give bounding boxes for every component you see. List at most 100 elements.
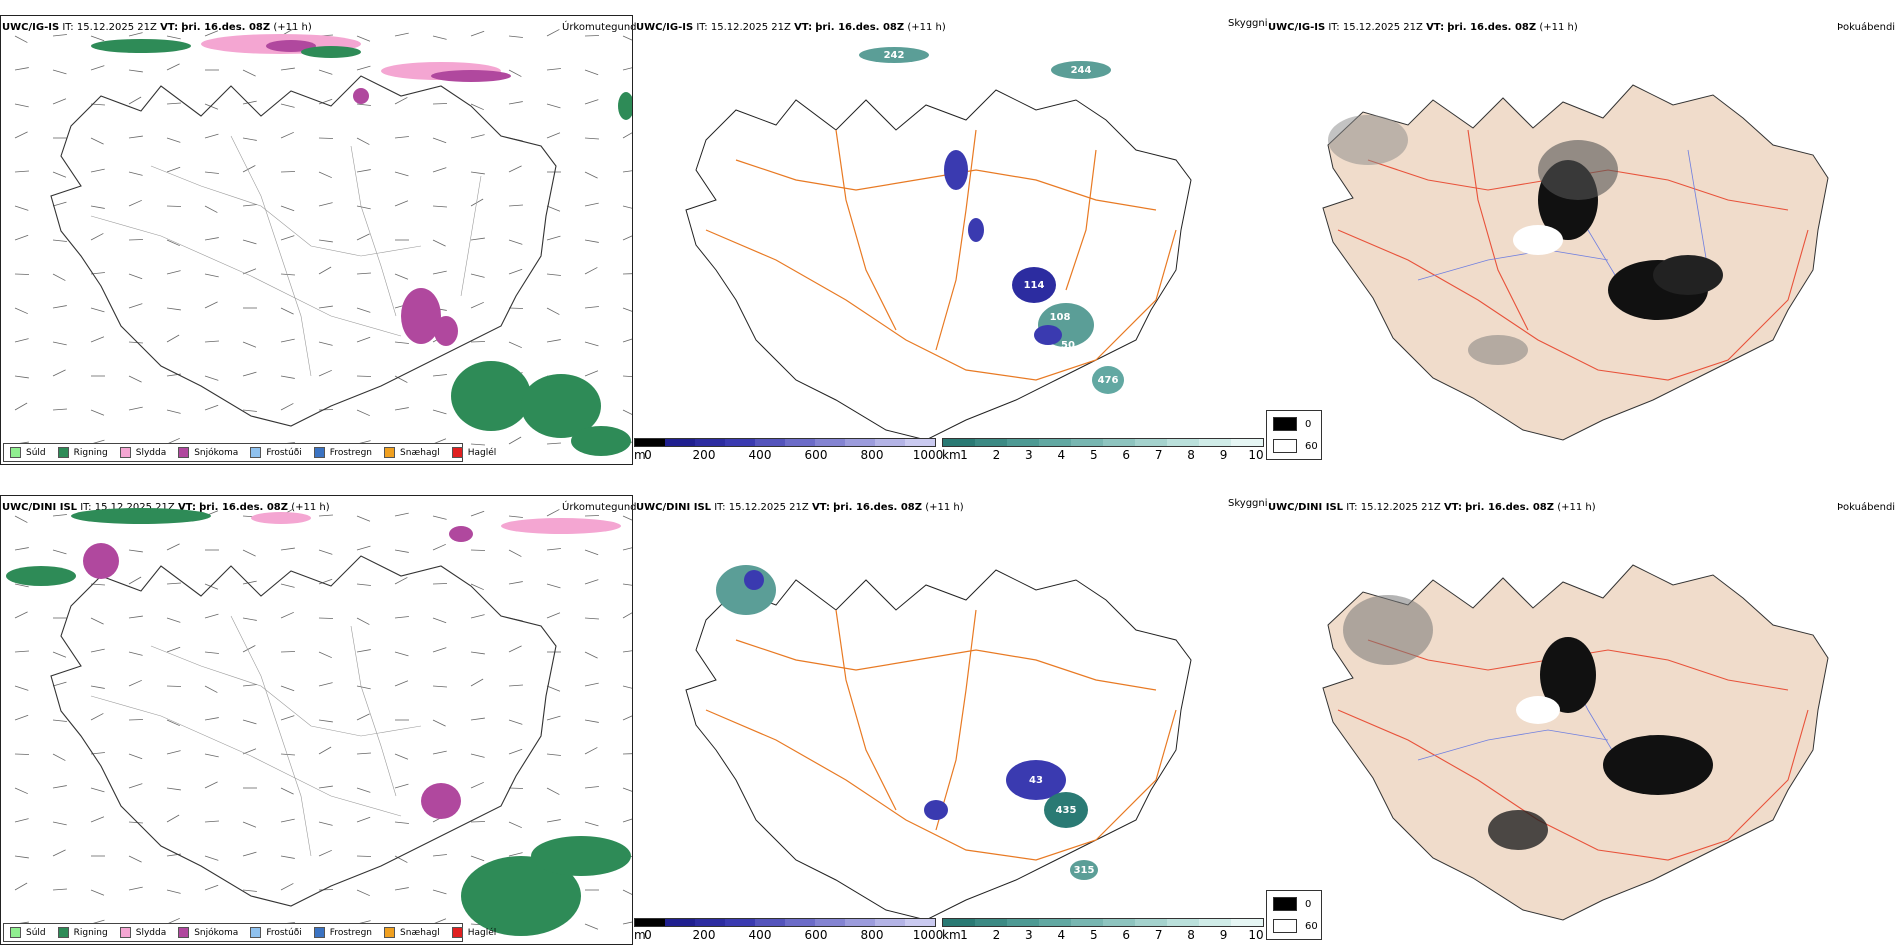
roads-gray bbox=[90, 615, 422, 857]
wind-barb bbox=[166, 270, 181, 275]
precip-legend-label: Súld bbox=[26, 927, 46, 938]
wind-barb bbox=[128, 753, 143, 760]
vis-colorbar-km-unit: km bbox=[942, 448, 961, 462]
wind-barb bbox=[432, 750, 447, 755]
wind-barb bbox=[470, 134, 485, 139]
wind-barb bbox=[356, 169, 371, 173]
wind-barb bbox=[166, 750, 181, 755]
wind-barb bbox=[14, 307, 28, 315]
precip-legend-swatch bbox=[178, 447, 190, 458]
wind-barb bbox=[394, 97, 408, 105]
wind-barb bbox=[242, 165, 256, 173]
wind-barb bbox=[280, 205, 295, 212]
wind-barb bbox=[470, 717, 485, 721]
wind-barb bbox=[14, 402, 28, 411]
wind-barb bbox=[52, 305, 67, 309]
wind-barb bbox=[90, 617, 104, 625]
precip-legend-swatch bbox=[313, 447, 325, 458]
wind-barb bbox=[128, 135, 143, 139]
precip-map bbox=[6, 508, 632, 936]
wind-barb bbox=[584, 239, 599, 243]
wind-barb bbox=[394, 171, 409, 177]
wind-barb bbox=[546, 787, 560, 795]
wind-barb bbox=[622, 583, 632, 586]
wind-barb bbox=[52, 69, 67, 75]
precip-legend-swatch bbox=[10, 927, 21, 938]
precip-legend-item: Snjókoma bbox=[178, 927, 238, 938]
wind-barb bbox=[280, 855, 295, 859]
wind-barb bbox=[242, 549, 256, 557]
wind-barb bbox=[242, 137, 257, 141]
vis-colorbar-km-swatch bbox=[1199, 439, 1231, 446]
vis-colorbar-m-tick: 200 bbox=[692, 928, 716, 942]
wind-barb bbox=[242, 645, 256, 653]
wind-barb bbox=[470, 781, 484, 789]
vis-colorbar-m-swatch bbox=[815, 439, 845, 446]
wind-barb bbox=[470, 30, 485, 37]
precip-legend-item: Rigning bbox=[57, 447, 108, 458]
wind-barb bbox=[356, 205, 371, 210]
vis-colorbar-km-swatch bbox=[1167, 919, 1199, 926]
wind-barb bbox=[356, 752, 371, 755]
vis-colorbar-m-tick: 600 bbox=[804, 928, 828, 942]
vis-label: 50 bbox=[1061, 340, 1075, 351]
wind-barb bbox=[622, 170, 632, 173]
wind-barb bbox=[356, 685, 371, 690]
fog-map bbox=[1322, 564, 1829, 921]
vis-colorbar-km-swatches bbox=[942, 918, 1264, 927]
vis-colorbar-m-swatch bbox=[755, 919, 785, 926]
vis-labels: 242 244 114 108 50 476 bbox=[884, 50, 1119, 386]
precip-legend-swatch bbox=[10, 447, 21, 458]
wind-barb bbox=[204, 237, 219, 241]
wind-barb bbox=[204, 781, 218, 789]
wind-barb bbox=[470, 678, 484, 687]
wind-barb bbox=[204, 583, 219, 590]
precip-legend-swatch bbox=[57, 927, 69, 938]
wind-barb bbox=[546, 548, 561, 551]
wind-barb bbox=[242, 889, 257, 892]
wind-barb bbox=[242, 69, 256, 77]
wind-barb bbox=[356, 889, 370, 897]
wind-barb bbox=[584, 370, 599, 377]
wind-barb bbox=[432, 543, 446, 551]
wind-barb bbox=[356, 35, 371, 42]
precip-legend-item: Frostregn bbox=[313, 927, 372, 938]
iceland-land bbox=[1322, 84, 1829, 441]
wind-barb bbox=[470, 198, 484, 207]
wind-barb bbox=[128, 615, 143, 619]
vis-colorbar-km-swatch bbox=[1071, 919, 1103, 926]
wind-barb bbox=[584, 137, 599, 140]
wind-barb bbox=[432, 270, 447, 275]
wind-barb bbox=[128, 96, 142, 105]
fog-legend-swatch bbox=[1273, 919, 1297, 933]
wind-barb bbox=[622, 409, 632, 415]
wind-barb bbox=[52, 239, 67, 242]
wind-barb bbox=[622, 547, 632, 551]
vis-label: 315 bbox=[1074, 865, 1095, 876]
vis-colorbar-km-tick: 2 bbox=[992, 928, 1001, 942]
wind-barb bbox=[318, 785, 333, 789]
wind-barb bbox=[318, 369, 332, 377]
wind-barb bbox=[318, 578, 333, 585]
fog-areas bbox=[1328, 115, 1723, 365]
vis-colorbar-m-swatch bbox=[785, 439, 815, 446]
wind-barb bbox=[622, 818, 632, 823]
wind-barb bbox=[242, 851, 257, 857]
wind-barb bbox=[318, 514, 333, 517]
precip-legend-swatch bbox=[384, 447, 396, 458]
vis-colorbar-m-tick: 1000 bbox=[912, 448, 944, 462]
vis-colorbar-m-swatch bbox=[635, 439, 665, 446]
wind-barb bbox=[546, 132, 561, 139]
vis-colorbar-m-unit: m bbox=[634, 448, 646, 462]
fog-legend-row: 0 bbox=[1273, 417, 1311, 431]
wind-barb bbox=[508, 35, 523, 38]
vis-colorbar-km-swatch bbox=[1039, 919, 1071, 926]
vis-labels: 43 435 315 bbox=[1029, 775, 1094, 876]
wind-barb bbox=[432, 167, 447, 173]
wind-barb bbox=[166, 63, 180, 71]
wind-barb bbox=[622, 685, 632, 689]
vis-colorbar-km-swatch bbox=[1231, 919, 1263, 926]
wind-barb bbox=[14, 583, 29, 588]
wind-barb bbox=[90, 336, 105, 343]
wind-barb bbox=[432, 617, 447, 624]
